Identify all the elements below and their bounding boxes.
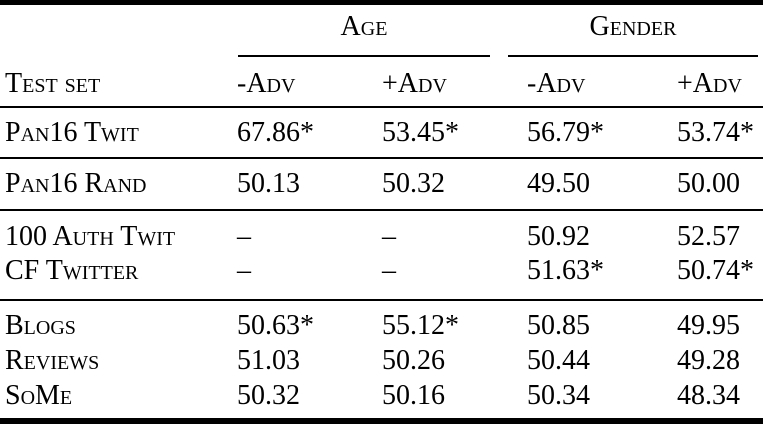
cell: – [237, 221, 251, 252]
cell: – [382, 221, 396, 252]
cell: 50.13 [237, 168, 300, 199]
cell: 50.32 [382, 168, 445, 199]
cell: 48.34 [677, 380, 740, 411]
header-age-plus-adv: +Adv [382, 68, 447, 99]
row-label: Pan16 Twit [5, 117, 139, 148]
section-rule-3 [0, 299, 763, 301]
row-label: 100 Auth Twit [5, 221, 176, 252]
row-label: Reviews [5, 345, 100, 376]
age-cmidrule [238, 55, 490, 57]
table-row: CF Twitter – – 51.63* 50.74* [0, 254, 763, 288]
table-row: SoMe 50.32 50.16 50.34 48.34 [0, 379, 763, 413]
cell: 49.28 [677, 345, 740, 376]
table-row: Blogs 50.63* 55.12* 50.85 49.95 [0, 309, 763, 343]
cell: 67.86* [237, 117, 314, 148]
cell: 53.45* [382, 117, 459, 148]
cell: 50.74* [677, 255, 754, 286]
header-test-set: Test set [5, 68, 101, 99]
bottom-rule [0, 418, 763, 424]
cell: 52.57 [677, 221, 740, 252]
gender-cmidrule [508, 55, 758, 57]
table-row: Pan16 Rand 50.13 50.32 49.50 50.00 [0, 167, 763, 201]
row-label: Blogs [5, 310, 76, 341]
cell: – [237, 255, 251, 286]
cell: 51.03 [237, 345, 300, 376]
cell: 50.32 [237, 380, 300, 411]
cell: 49.50 [527, 168, 590, 199]
header-age-minus-adv: -Adv [237, 68, 296, 99]
row-label: CF Twitter [5, 255, 139, 286]
cell: 50.34 [527, 380, 590, 411]
cell: 50.92 [527, 221, 590, 252]
header-rule [0, 106, 763, 108]
cell: – [382, 255, 396, 286]
top-rule [0, 0, 763, 5]
section-rule-1 [0, 157, 763, 159]
header-row: Test set -Adv +Adv -Adv +Adv [0, 67, 763, 101]
cell: 50.44 [527, 345, 590, 376]
cell: 51.63* [527, 255, 604, 286]
row-label: SoMe [5, 380, 73, 411]
column-group-age: Age [340, 11, 388, 42]
cell: 53.74* [677, 117, 754, 148]
column-group-gender: Gender [589, 11, 677, 42]
cell: 50.00 [677, 168, 740, 199]
table-row: Reviews 51.03 50.26 50.44 49.28 [0, 344, 763, 378]
table-row: 100 Auth Twit – – 50.92 52.57 [0, 220, 763, 254]
cell: 49.95 [677, 310, 740, 341]
cell: 50.85 [527, 310, 590, 341]
row-label: Pan16 Rand [5, 168, 147, 199]
header-gender-minus-adv: -Adv [527, 68, 586, 99]
cell: 50.16 [382, 380, 445, 411]
table-row: Pan16 Twit 67.86* 53.45* 56.79* 53.74* [0, 116, 763, 150]
header-gender-plus-adv: +Adv [677, 68, 742, 99]
cell: 50.63* [237, 310, 314, 341]
cell: 56.79* [527, 117, 604, 148]
section-rule-2 [0, 209, 763, 211]
cell: 50.26 [382, 345, 445, 376]
cell: 55.12* [382, 310, 459, 341]
